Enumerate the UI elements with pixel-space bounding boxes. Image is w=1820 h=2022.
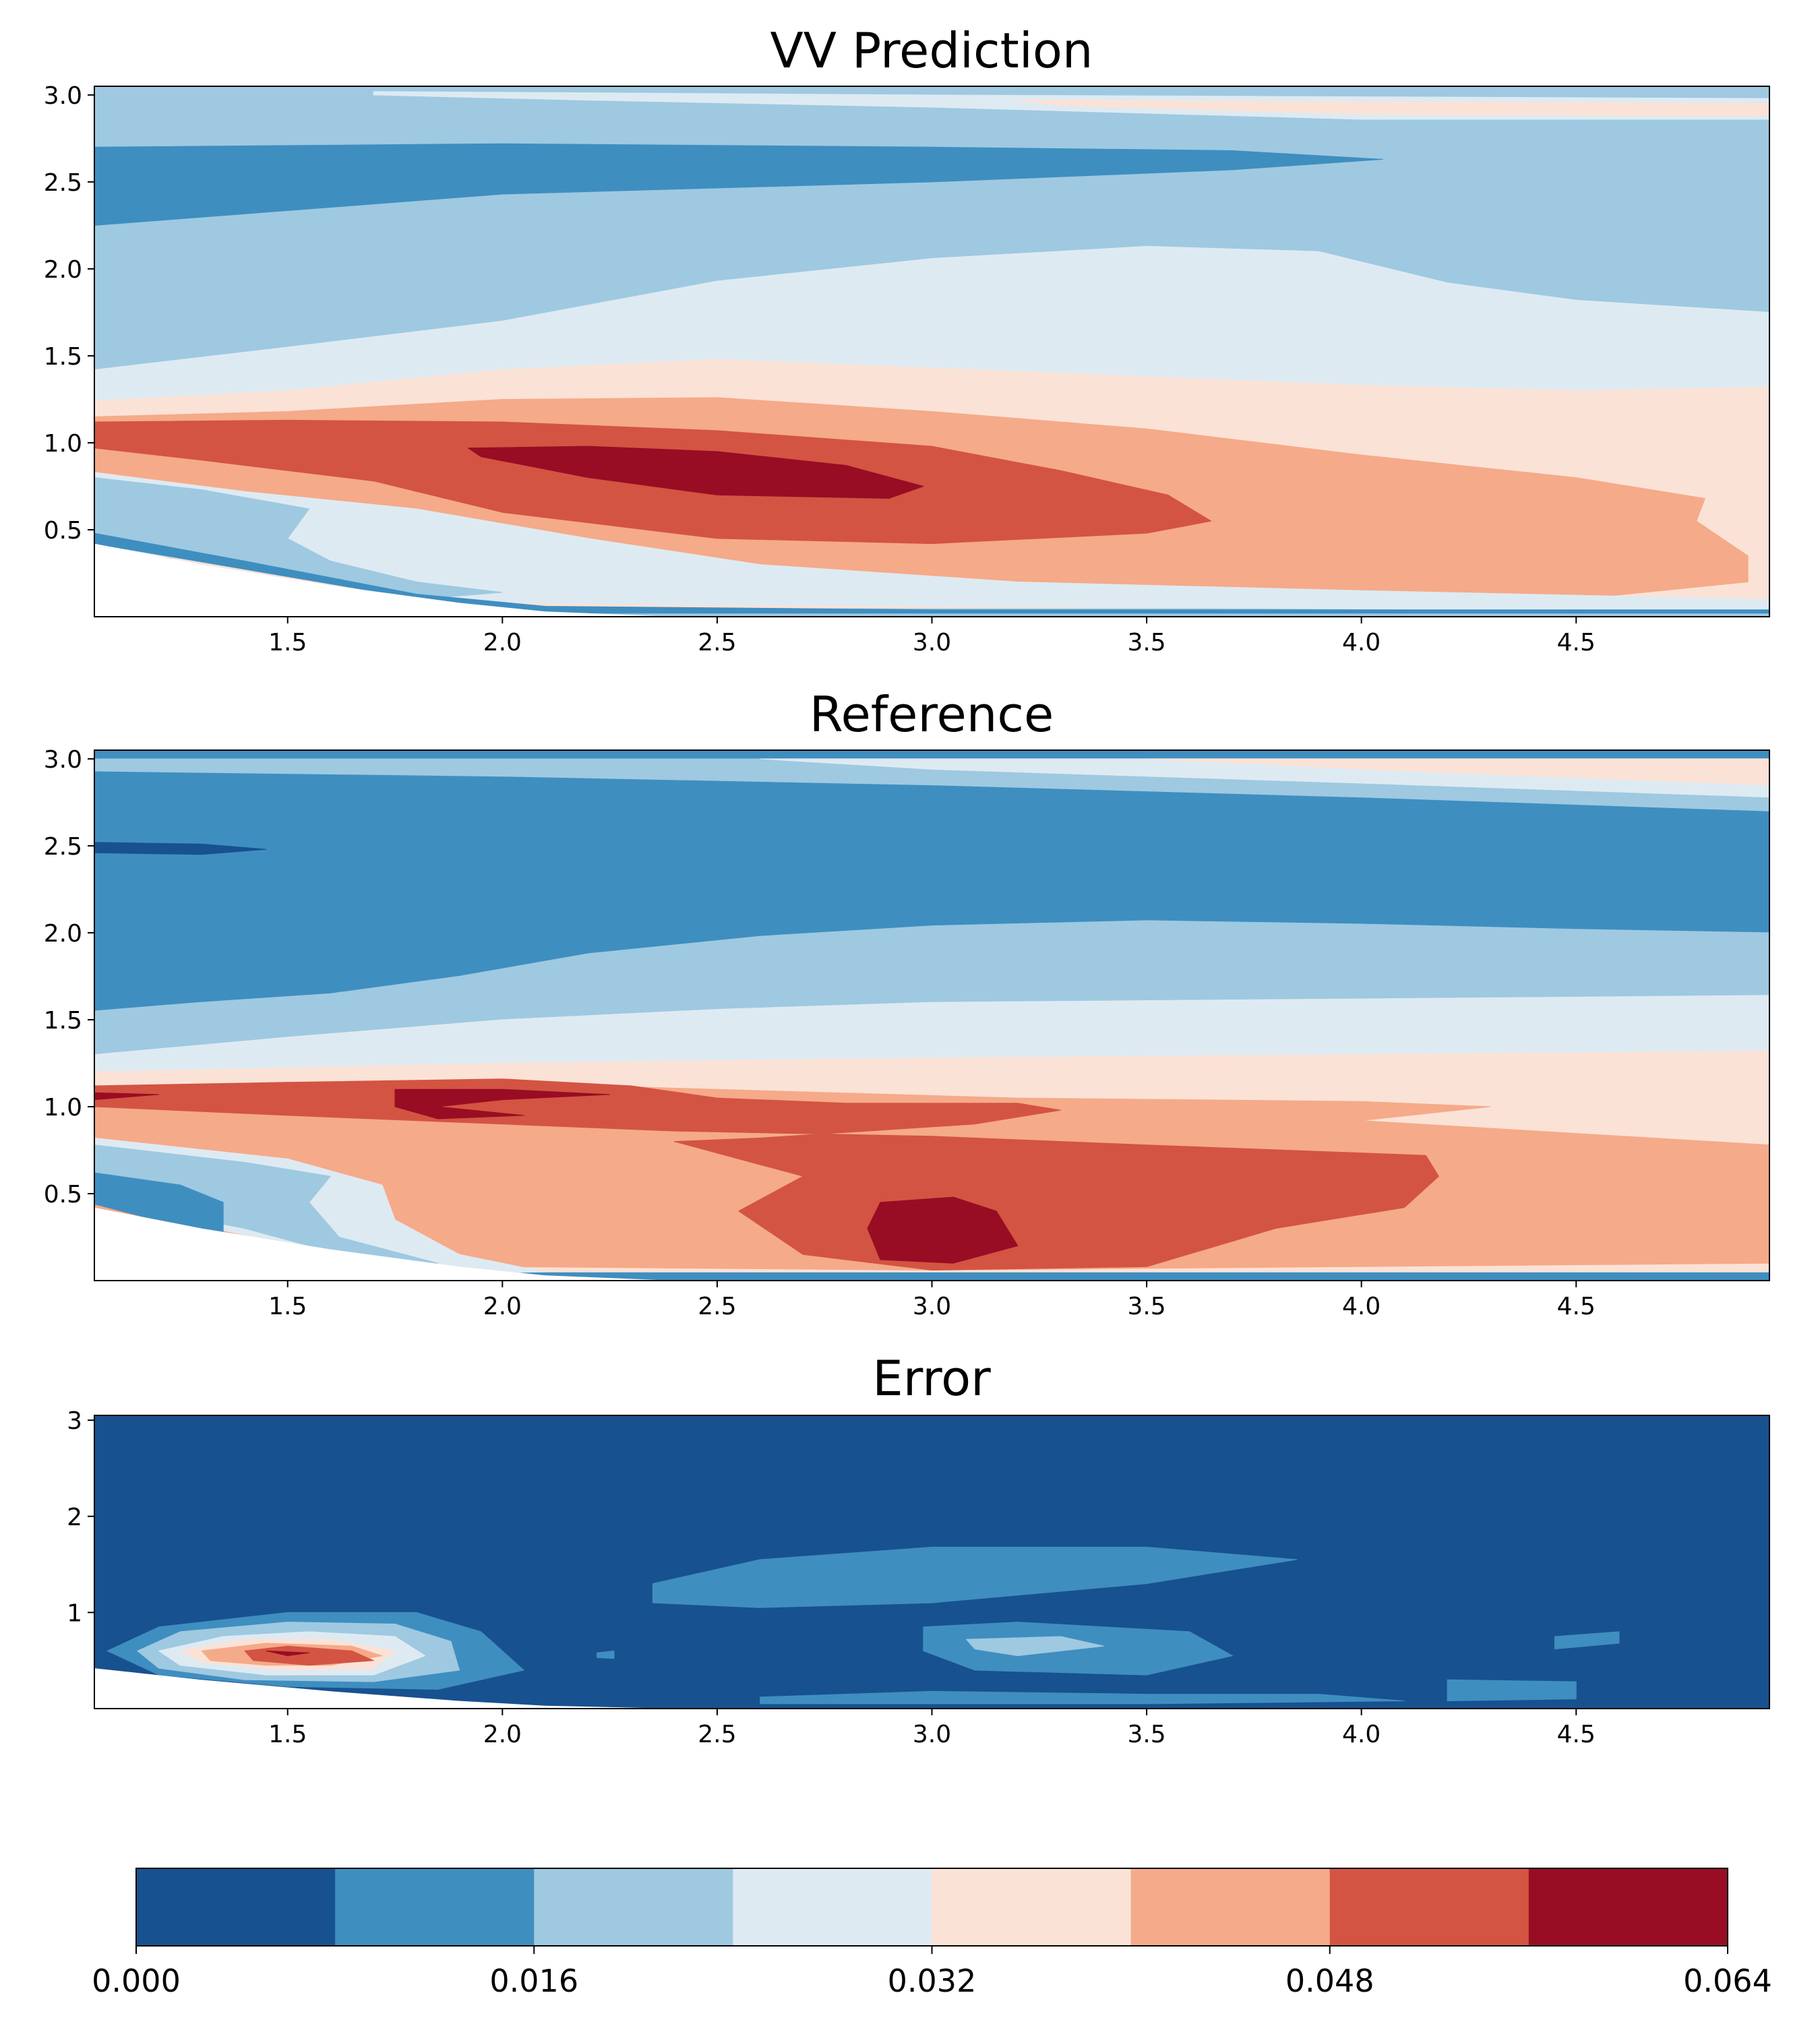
y-tick-label: 1.0: [44, 430, 82, 458]
contour-region: [867, 1196, 1019, 1264]
x-tick-label: 3.5: [1127, 1721, 1165, 1748]
panel-title: VV Prediction: [770, 22, 1093, 79]
y-tick-label: 1: [67, 1599, 82, 1627]
y-tick-label: 2.5: [44, 169, 82, 197]
contour-plot: [94, 750, 1769, 1281]
contour-plot: [94, 1415, 1769, 1709]
x-tick-label: 3.5: [1127, 1293, 1165, 1320]
masked-region: [94, 543, 1769, 617]
contour-region: [760, 1690, 1405, 1705]
y-tick-label: 1.0: [44, 1094, 82, 1122]
contour-region: [467, 446, 924, 499]
contour-region: [394, 1089, 611, 1120]
colorbar-segment: [136, 1868, 336, 1946]
panel-reference: Reference 1.5 2.0 2.5 3.0 3.5 4.0 4.5 0.5 1.0 1.5…: [44, 686, 1770, 1320]
y-tick-label: 2.5: [44, 833, 82, 861]
x-tick-label: 4.0: [1342, 1293, 1381, 1320]
x-tick-label: 4.5: [1557, 629, 1596, 656]
y-tick-label: 0.5: [44, 1181, 82, 1208]
x-tick-label: 2.0: [483, 629, 522, 656]
panel-vv-prediction: VV Prediction 1.5 2.0 2.5 3.0 3.5 4.0 4.5 0.5 1.…: [44, 22, 1770, 656]
contour-region: [652, 1546, 1298, 1608]
contour-region: [266, 1650, 310, 1657]
contour-plot: [94, 86, 1769, 617]
x-tick-label: 4.0: [1342, 1721, 1381, 1748]
colorbar-tick-label: 0.016: [489, 1963, 578, 1999]
y-tick-label: 2.0: [44, 920, 82, 948]
y-tick-label: 1.5: [44, 343, 82, 371]
contour-region: [1447, 1679, 1577, 1702]
contour-region: [1017, 100, 1769, 117]
x-tick-label: 4.5: [1557, 1721, 1596, 1748]
x-tick-label: 2.5: [698, 629, 736, 656]
colorbar-segment: [1130, 1868, 1331, 1946]
colorbar-tick-label: 0.032: [888, 1963, 977, 1999]
panel-title: Reference: [810, 686, 1054, 743]
y-tick-label: 3: [67, 1407, 82, 1435]
x-tick-label: 3.5: [1127, 629, 1165, 656]
x-tick-label: 3.0: [913, 629, 951, 656]
contour-region: [966, 1636, 1104, 1657]
panel-error: Error 1.5 2.0 2.5 3.0 3.5 4.0 4.5 1 2 3: [67, 1350, 1770, 1748]
y-tick-label: 2: [67, 1504, 82, 1531]
contour-region: [94, 1092, 160, 1101]
panel-title: Error: [872, 1350, 991, 1407]
colorbar-tick-label: 0.048: [1285, 1963, 1374, 1999]
contour-region: [94, 143, 1383, 226]
colorbar: 0.000 0.016 0.032 0.048 0.064: [92, 1868, 1772, 1999]
x-tick-label: 4.5: [1557, 1293, 1596, 1320]
x-tick-label: 1.5: [268, 1293, 307, 1320]
contour-region: [1554, 1631, 1620, 1650]
x-tick-label: 3.0: [913, 1721, 951, 1748]
colorbar-segment: [335, 1868, 535, 1946]
x-tick-label: 3.0: [913, 1293, 951, 1320]
x-tick-label: 2.0: [483, 1293, 522, 1320]
y-tick-label: 1.5: [44, 1007, 82, 1035]
colorbar-segment: [733, 1868, 932, 1946]
x-tick-label: 1.5: [268, 629, 307, 656]
masked-region: [94, 1668, 1769, 1709]
colorbar-tick-label: 0.064: [1683, 1963, 1772, 1999]
contour-region: [94, 842, 267, 855]
masked-region: [94, 1207, 1769, 1281]
x-tick-label: 1.5: [268, 1721, 307, 1748]
contour-region: [244, 1645, 374, 1666]
contour-region: [1146, 758, 1769, 786]
x-tick-label: 2.5: [698, 1293, 736, 1320]
x-tick-label: 4.0: [1342, 629, 1381, 656]
colorbar-tick-label: 0.000: [92, 1963, 181, 1999]
y-tick-label: 3.0: [44, 82, 82, 110]
x-tick-label: 2.5: [698, 1721, 736, 1748]
colorbar-segment: [1329, 1868, 1529, 1946]
contour-region: [94, 1078, 1439, 1270]
x-tick-label: 2.0: [483, 1721, 522, 1748]
y-tick-label: 3.0: [44, 746, 82, 774]
colorbar-segment: [534, 1868, 733, 1946]
colorbar-segment: [932, 1868, 1132, 1946]
contour-region: [597, 1650, 615, 1659]
colorbar-segment: [1528, 1868, 1728, 1946]
y-tick-label: 0.5: [44, 517, 82, 545]
contour-region: [94, 532, 1769, 614]
y-tick-label: 2.0: [44, 256, 82, 284]
